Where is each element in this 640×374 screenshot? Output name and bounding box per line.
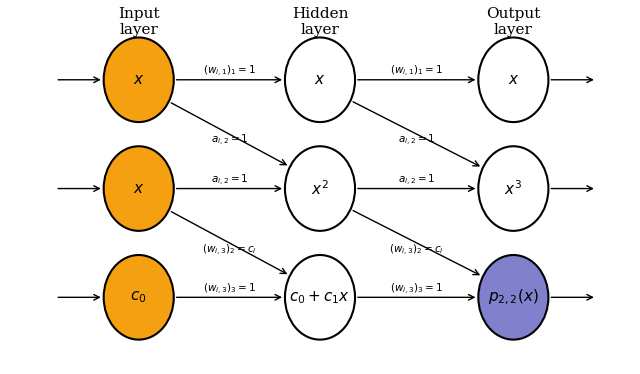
Text: Hidden
layer: Hidden layer bbox=[292, 7, 348, 37]
Ellipse shape bbox=[285, 37, 355, 122]
Text: $a_{i,2}=1$: $a_{i,2}=1$ bbox=[211, 133, 248, 148]
Text: $a_{i,2}=1$: $a_{i,2}=1$ bbox=[398, 173, 435, 188]
Text: Output
layer: Output layer bbox=[486, 7, 541, 37]
Text: $(w_{i,3})_2=c_i$: $(w_{i,3})_2=c_i$ bbox=[389, 243, 444, 258]
Ellipse shape bbox=[104, 255, 174, 340]
Ellipse shape bbox=[285, 255, 355, 340]
Text: $x^2$: $x^2$ bbox=[311, 179, 329, 198]
Text: $x$: $x$ bbox=[314, 73, 326, 87]
Text: $x$: $x$ bbox=[508, 73, 519, 87]
Text: $p_{2,2}(x)$: $p_{2,2}(x)$ bbox=[488, 288, 539, 307]
Text: $a_{i,2}=1$: $a_{i,2}=1$ bbox=[398, 133, 435, 148]
Ellipse shape bbox=[285, 146, 355, 231]
Text: $(w_{i,3})_2=c_i$: $(w_{i,3})_2=c_i$ bbox=[202, 243, 257, 258]
Ellipse shape bbox=[478, 146, 548, 231]
Text: $(w_{i,1})_1=1$: $(w_{i,1})_1=1$ bbox=[203, 64, 256, 80]
Ellipse shape bbox=[104, 146, 174, 231]
Text: $c_0+c_1x$: $c_0+c_1x$ bbox=[289, 289, 351, 306]
Text: $x$: $x$ bbox=[133, 181, 145, 196]
Text: Input
layer: Input layer bbox=[118, 7, 159, 37]
Ellipse shape bbox=[478, 37, 548, 122]
Text: $(w_{i,3})_3=1$: $(w_{i,3})_3=1$ bbox=[390, 282, 443, 297]
Text: $(w_{i,1})_1=1$: $(w_{i,1})_1=1$ bbox=[390, 64, 443, 80]
Text: $x$: $x$ bbox=[133, 73, 145, 87]
Ellipse shape bbox=[104, 37, 174, 122]
Text: $a_{i,2}=1$: $a_{i,2}=1$ bbox=[211, 173, 248, 188]
Text: $(w_{i,3})_3=1$: $(w_{i,3})_3=1$ bbox=[203, 282, 256, 297]
Ellipse shape bbox=[478, 255, 548, 340]
Text: $x^3$: $x^3$ bbox=[504, 179, 522, 198]
Text: $c_0$: $c_0$ bbox=[131, 289, 147, 305]
